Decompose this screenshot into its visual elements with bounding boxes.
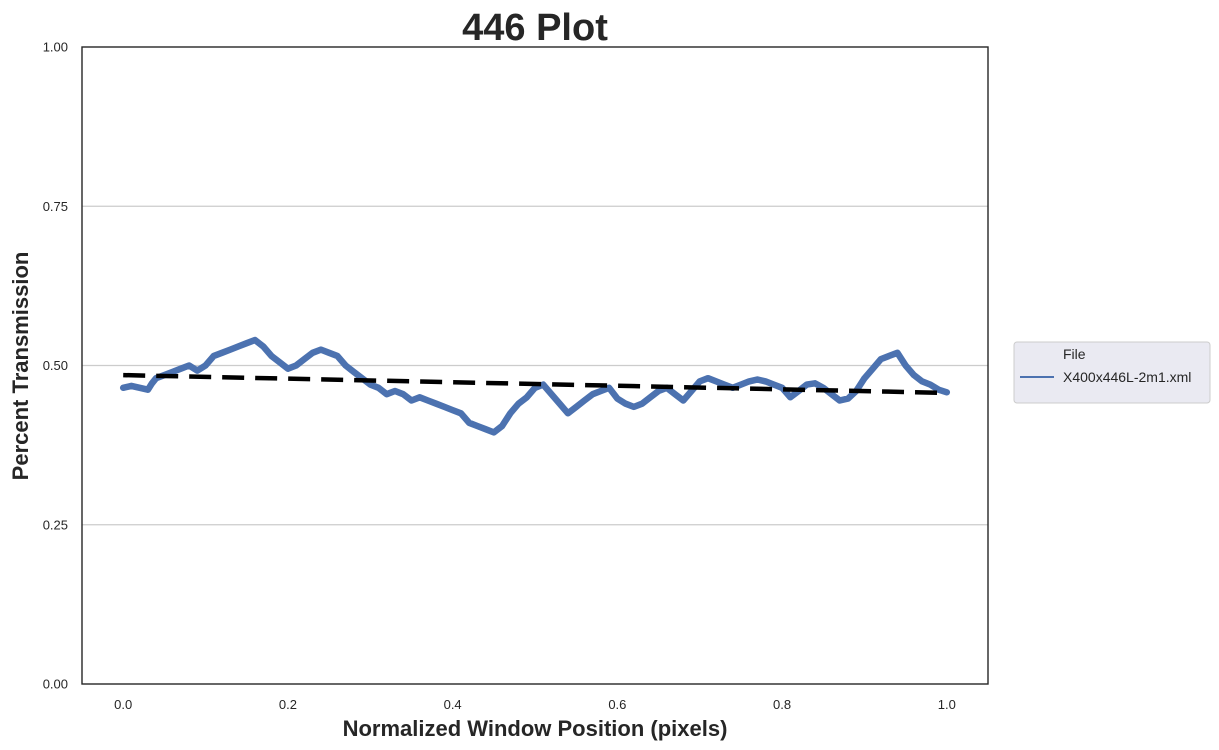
- y-axis-label: Percent Transmission: [8, 252, 33, 481]
- legend: File X400x446L-2m1.xml: [1013, 341, 1211, 404]
- x-tick-label: 0.0: [114, 697, 132, 712]
- plot-area: [119, 336, 951, 436]
- x-axis-label: Normalized Window Position (pixels): [343, 716, 728, 741]
- x-tick-label: 0.6: [608, 697, 626, 712]
- y-tick-label: 0.25: [43, 517, 68, 532]
- x-tick-label: 1.0: [938, 697, 956, 712]
- x-axis-ticks: 0.0 0.2 0.4 0.6 0.8 1.0: [114, 697, 956, 712]
- grid-lines: [82, 205, 988, 526]
- legend-entry: X400x446L-2m1.xml: [1063, 369, 1191, 385]
- y-tick-label: 0.50: [43, 358, 68, 373]
- legend-title: File: [1063, 346, 1086, 362]
- x-tick-label: 0.8: [773, 697, 791, 712]
- y-tick-label: 0.00: [43, 677, 68, 692]
- trend-line: [123, 372, 947, 396]
- x-tick-label: 0.4: [444, 697, 462, 712]
- chart-title: 446 Plot: [462, 7, 608, 49]
- legend-box: [1013, 341, 1211, 404]
- plot-frame: [81, 46, 989, 685]
- y-tick-label: 0.75: [43, 199, 68, 214]
- series-line: [119, 336, 951, 436]
- y-tick-label: 1.00: [43, 40, 68, 55]
- y-axis-ticks: 0.00 0.25 0.50 0.75 1.00: [43, 40, 68, 692]
- x-tick-label: 0.2: [279, 697, 297, 712]
